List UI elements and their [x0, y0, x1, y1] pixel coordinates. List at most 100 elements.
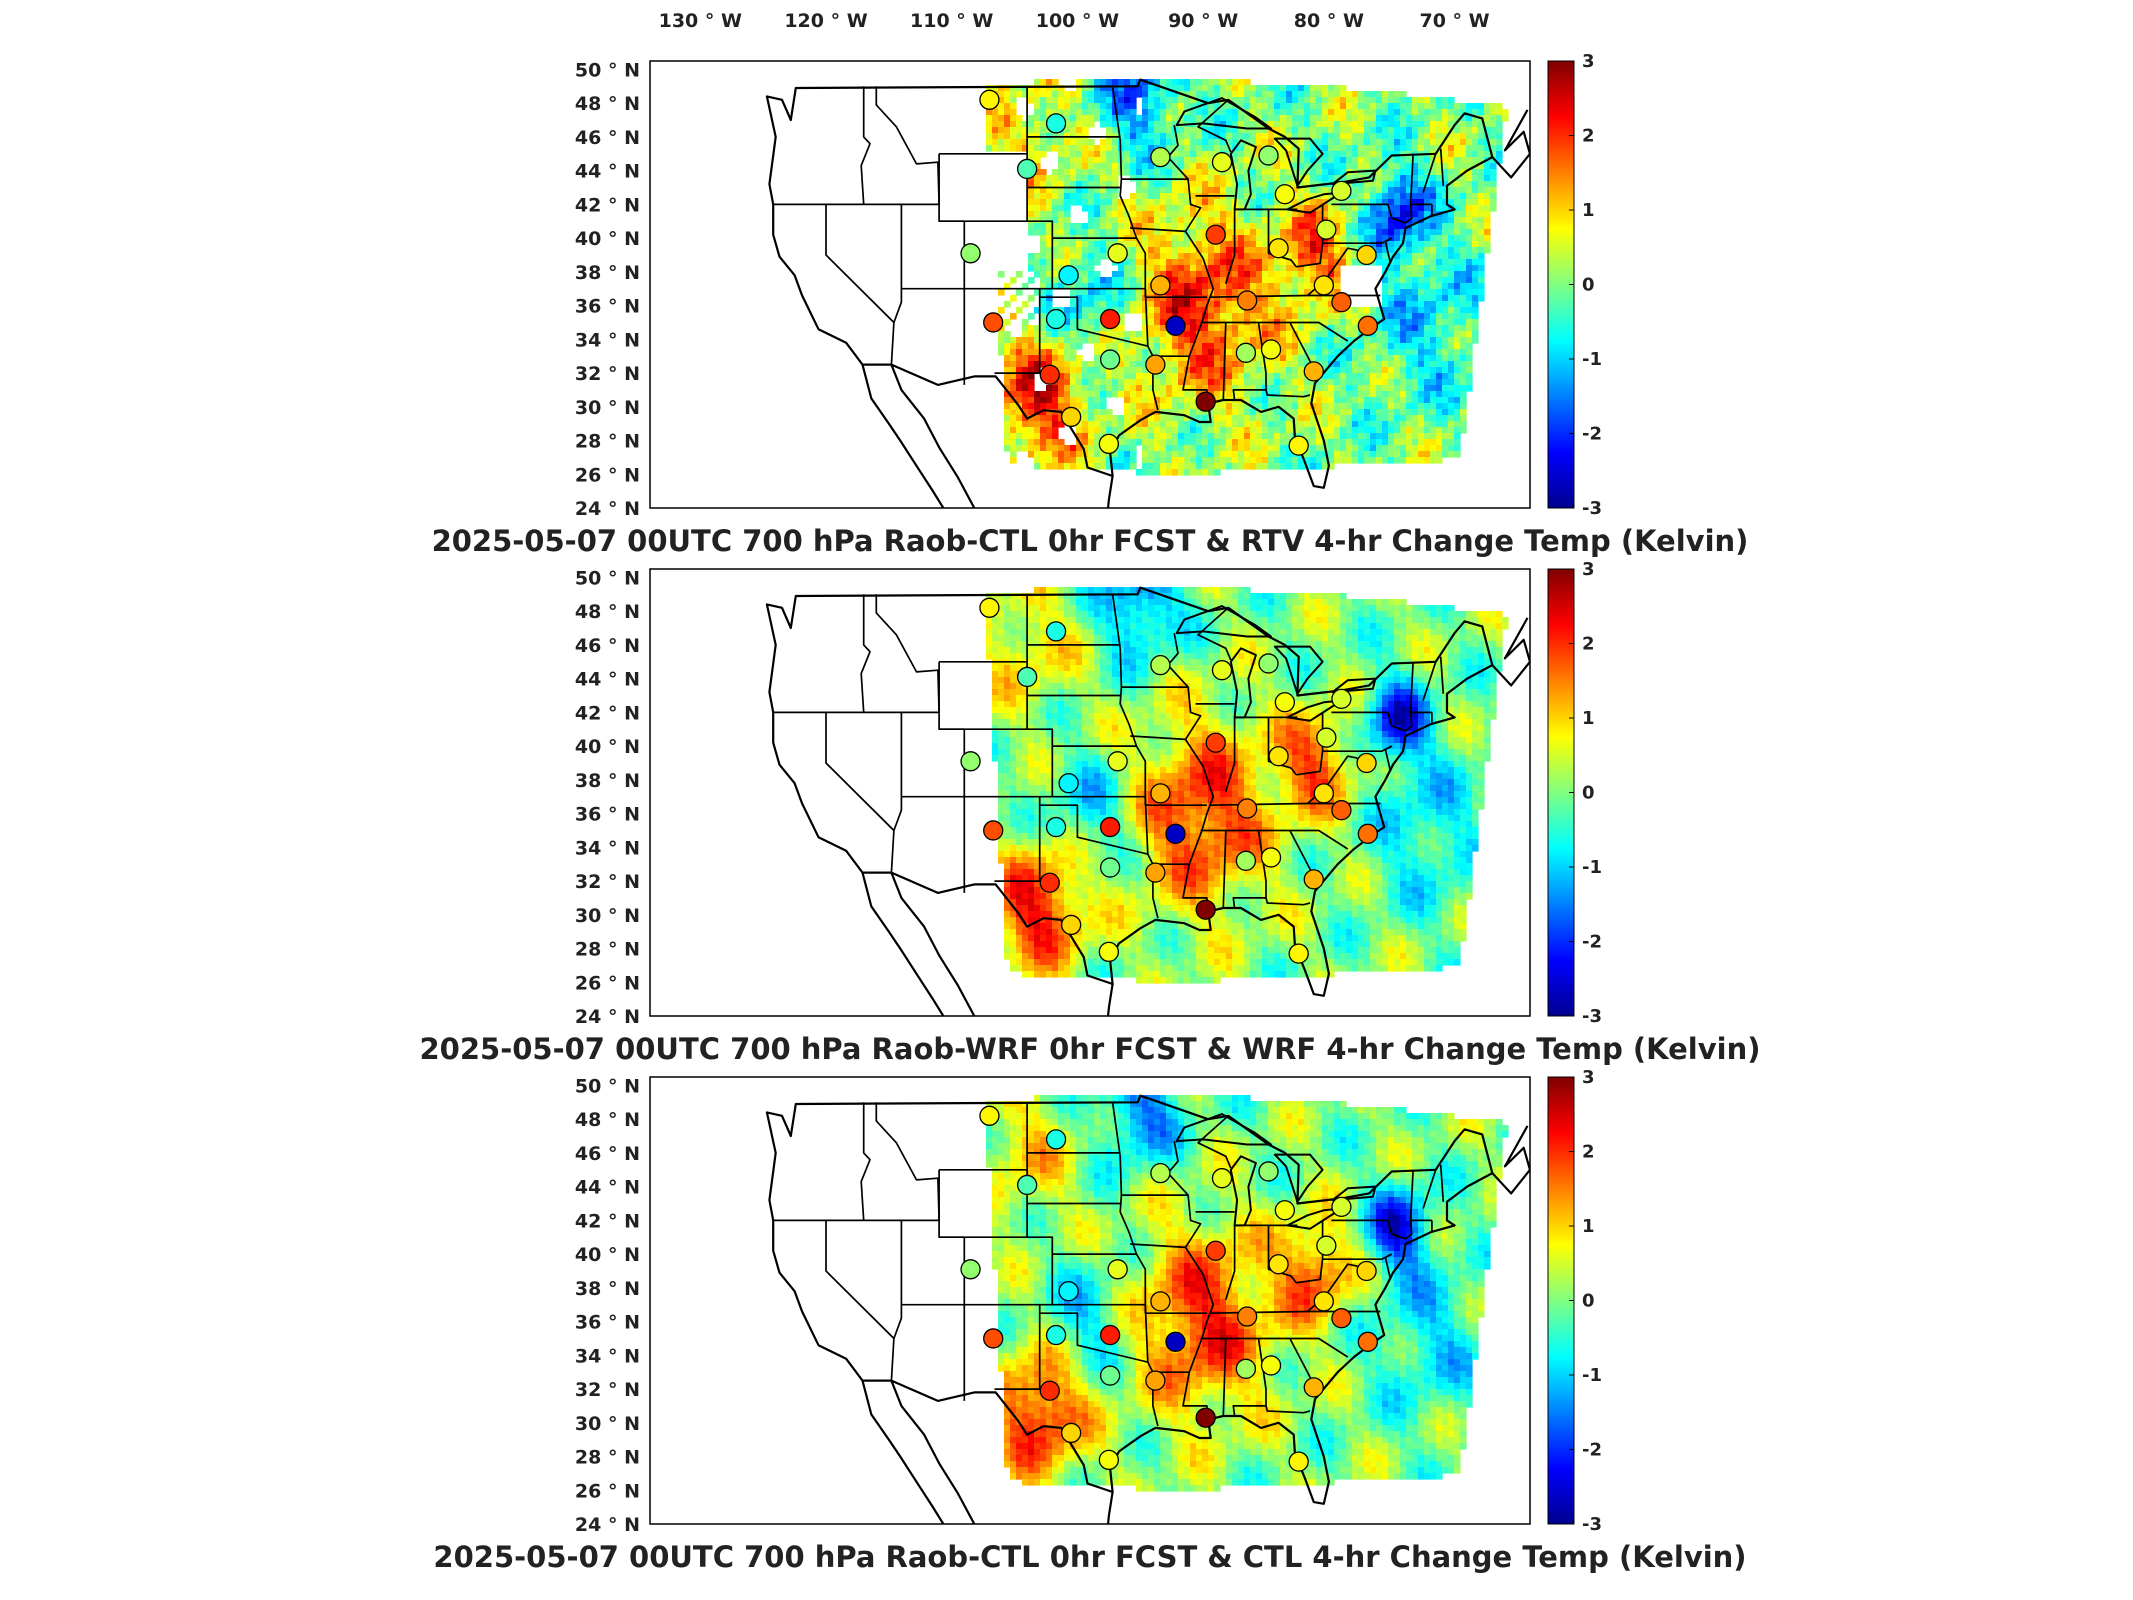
raob-station-marker	[1060, 1422, 1082, 1444]
raob-station-marker	[1258, 145, 1279, 166]
colorbar-tick-label: -2	[1582, 424, 1602, 445]
state-border	[825, 712, 895, 832]
lon-tick-label: 120 ° W	[784, 10, 867, 32]
state-border	[994, 1304, 1041, 1390]
great-lake	[1229, 647, 1257, 719]
raob-station-marker	[1316, 727, 1337, 748]
state-border	[994, 796, 1041, 882]
raob-station-marker	[1260, 1355, 1282, 1376]
colorbar-tick-label: 3	[1582, 51, 1595, 72]
raob-station-marker	[1150, 1291, 1171, 1312]
raob-station-marker	[1016, 1174, 1038, 1196]
great-lake	[1331, 169, 1377, 186]
lat-tick-label: 50 ° N	[575, 1075, 640, 1097]
lat-tick-label: 32 ° N	[575, 871, 640, 893]
state-border	[1111, 594, 1147, 806]
raob-station-marker	[1150, 654, 1171, 676]
state-border	[1111, 86, 1147, 298]
state-border	[1167, 124, 1202, 232]
state-border	[1130, 227, 1186, 233]
state-border	[1265, 389, 1311, 398]
raob-station-marker	[1099, 857, 1121, 878]
raob-station-marker	[1331, 180, 1352, 202]
state-border	[1265, 1405, 1311, 1414]
state-border	[1222, 830, 1227, 909]
map-panel-1: 50 ° N 48 ° N 46 ° N 44 ° N 42 ° N 40 ° N 38 °…	[432, 51, 1749, 558]
state-border	[875, 1102, 940, 1221]
lat-tick-label: 28 ° N	[575, 939, 640, 961]
lat-tick-label: 48 ° N	[575, 601, 640, 623]
state-border	[1130, 735, 1186, 741]
raob-station-marker	[1107, 751, 1128, 772]
lat-tick-label: 24 ° N	[575, 1514, 640, 1536]
raob-station-marker	[1274, 184, 1296, 205]
state-border	[1384, 745, 1393, 772]
latitude-labels: 50 ° N 48 ° N 46 ° N 44 ° N 42 ° N 40 ° N 38 °…	[575, 59, 640, 520]
colorbar-tick-label: -3	[1582, 498, 1602, 519]
state-border	[1331, 711, 1413, 732]
great-lake	[1229, 1155, 1257, 1227]
raob-station-marker	[1331, 800, 1352, 821]
panel-title: 2025-05-07 00UTC 700 hPa Raob-CTL 0hr FC…	[433, 1540, 1746, 1574]
lat-tick-label: 28 ° N	[575, 431, 640, 453]
temperature-change-field	[986, 587, 1509, 984]
raob-station-marker	[1236, 798, 1258, 819]
raob-station-marker	[979, 89, 1000, 110]
raob-station-marker	[1205, 1240, 1226, 1261]
raob-station-marker	[1288, 435, 1309, 456]
raob-station-marker	[1303, 361, 1324, 382]
raob-station-marker	[1274, 1200, 1296, 1221]
raob-station-marker	[960, 751, 981, 772]
raob-station-marker	[1165, 315, 1186, 336]
colorbar-tick-label: -1	[1582, 857, 1602, 878]
raob-stations	[960, 1105, 1378, 1472]
raob-station-marker	[979, 597, 1000, 618]
state-border	[1224, 209, 1236, 284]
state-border	[875, 86, 940, 205]
lat-tick-label: 28 ° N	[575, 1447, 640, 1469]
state-border	[1224, 1225, 1236, 1300]
raob-station-marker	[1039, 1380, 1060, 1401]
raob-station-marker	[1313, 783, 1334, 804]
raob-station-marker	[960, 243, 981, 264]
colorbar-tick-label: 3	[1582, 559, 1595, 580]
state-border	[1384, 237, 1393, 264]
state-border	[1439, 1164, 1445, 1202]
raob-station-marker	[1235, 342, 1257, 363]
lat-tick-label: 40 ° N	[575, 228, 640, 250]
coastline	[861, 364, 945, 508]
lat-tick-label: 26 ° N	[575, 464, 640, 486]
colorbar-tick-label: -1	[1582, 1365, 1602, 1386]
great-lake	[1273, 137, 1324, 187]
raob-station-marker	[1060, 914, 1082, 936]
state-border	[1039, 296, 1148, 347]
raob-station-marker	[1195, 1407, 1216, 1428]
state-border	[1439, 148, 1445, 186]
colorbar-tick-label: -2	[1582, 1440, 1602, 1461]
colorbar-tick-label: 2	[1582, 126, 1595, 147]
raob-station-marker	[1098, 941, 1120, 963]
state-border	[1422, 153, 1437, 193]
state-border	[890, 204, 903, 365]
lat-tick-label: 30 ° N	[575, 1413, 640, 1435]
great-lake	[1175, 97, 1272, 130]
raob-station-marker	[1331, 1196, 1352, 1218]
raob-station-marker	[1331, 1308, 1352, 1329]
colorbar-tick-label: 1	[1582, 200, 1595, 221]
great-lake	[1331, 677, 1377, 694]
raob-station-marker	[1211, 1168, 1233, 1189]
raob-station-marker	[1236, 1306, 1258, 1327]
colorbar-tick-label: 1	[1582, 1216, 1595, 1237]
raob-station-marker	[1260, 847, 1282, 868]
raob-station-marker	[1099, 816, 1121, 838]
state-border	[1197, 607, 1232, 661]
raob-station-marker	[1165, 823, 1186, 844]
raob-station-marker	[1058, 773, 1079, 794]
lat-tick-label: 38 ° N	[575, 1278, 640, 1300]
state-border	[825, 1220, 895, 1340]
lat-tick-label: 40 ° N	[575, 1244, 640, 1266]
raob-station-marker	[1099, 1365, 1121, 1386]
raob-station-marker	[1150, 783, 1171, 804]
lat-tick-label: 34 ° N	[575, 837, 640, 859]
state-border	[1439, 656, 1445, 694]
